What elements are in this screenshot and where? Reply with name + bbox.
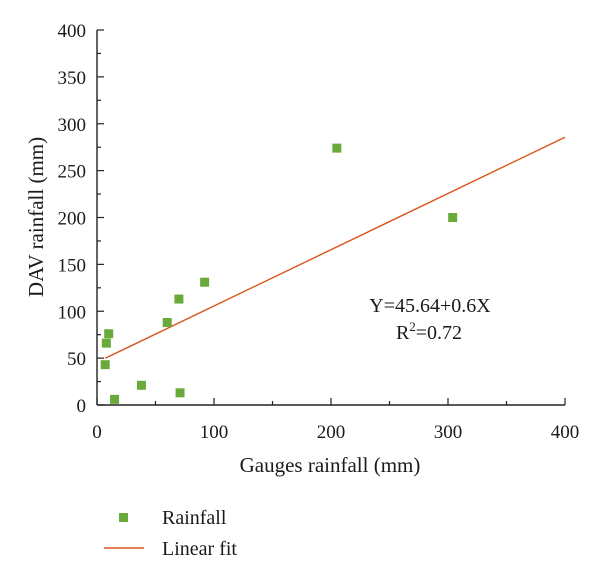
rainfall-point — [448, 213, 458, 222]
legend: Rainfall Linear fit — [104, 507, 237, 560]
rainfall-point — [174, 294, 184, 304]
y-tick-label: 300 — [58, 115, 87, 136]
r-squared-prefix: R — [396, 322, 410, 344]
rainfall-point — [110, 394, 120, 404]
y-axis-title: DAV rainfall (mm) — [24, 137, 48, 297]
y-tick-label: 100 — [58, 302, 87, 323]
linear-fit-line — [104, 136, 566, 359]
rainfall-point — [104, 329, 114, 339]
rainfall-point — [332, 143, 342, 153]
y-tick-label: 0 — [77, 396, 87, 417]
plot-area: 0 100 200 300 400 0 50 100 150 200 250 300 350 400 — [58, 21, 580, 443]
rainfall-point — [200, 277, 210, 287]
y-tick-label: 250 — [58, 162, 87, 183]
r-squared-value: =0.72 — [416, 322, 462, 344]
rainfall-point — [101, 338, 111, 348]
y-tick-label: 50 — [67, 349, 86, 370]
y-tick-label: 400 — [58, 21, 87, 42]
rainfall-point — [100, 360, 110, 370]
rainfall-point — [162, 318, 172, 327]
legend-marker-rainfall — [119, 513, 128, 522]
x-tick-label: 300 — [434, 422, 463, 443]
r-squared-exponent: 2 — [409, 319, 416, 334]
legend-label-linear-fit: Linear fit — [162, 538, 237, 560]
legend-label-rainfall: Rainfall — [162, 507, 227, 529]
x-axis-title: Gauges rainfall (mm) — [240, 453, 421, 477]
y-tick-label: 200 — [58, 209, 87, 230]
r-squared: R2=0.72 — [396, 319, 462, 344]
rainfall-point — [175, 388, 185, 398]
rainfall-point — [136, 380, 146, 390]
x-tick-label: 0 — [92, 422, 102, 443]
fit-equation: Y=45.64+0.6X — [369, 295, 491, 317]
x-tick-label: 200 — [317, 422, 346, 443]
y-tick-label: 350 — [58, 68, 87, 89]
x-tick-label: 100 — [200, 422, 229, 443]
y-tick-label: 150 — [58, 255, 87, 276]
x-tick-label: 400 — [551, 422, 580, 443]
